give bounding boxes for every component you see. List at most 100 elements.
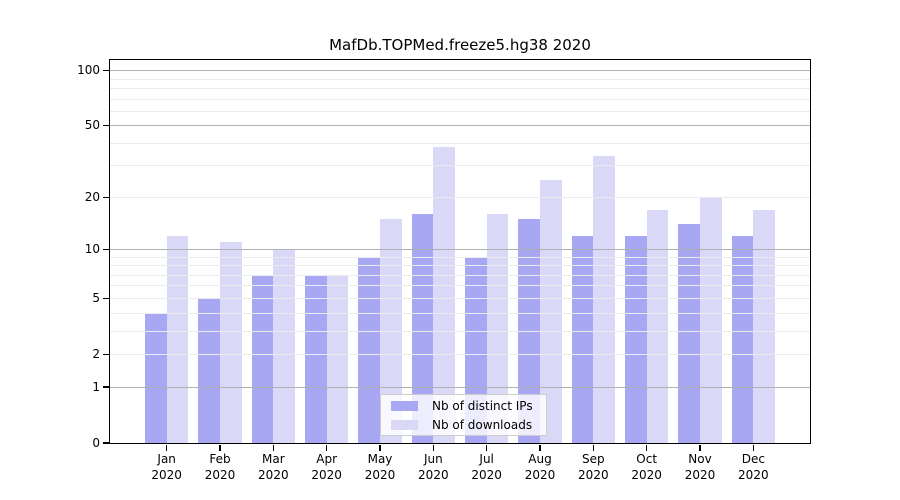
gridline-minor-3 xyxy=(110,330,810,332)
bar-nb-of-distinct-ips-apr xyxy=(305,275,327,443)
x-tick-sep xyxy=(592,444,595,451)
y-tick-label-1: 1 xyxy=(92,379,100,394)
bar-nb-of-downloads-jan xyxy=(166,236,189,443)
gridline-minor-40 xyxy=(110,142,810,144)
y-tick-label-10: 10 xyxy=(84,242,100,257)
x-tick-year-may: 2020 xyxy=(364,468,396,482)
x-tick-label-jun: Jun 2020 xyxy=(403,451,463,483)
bar-nb-of-downloads-apr xyxy=(326,275,349,443)
y-tick-5 xyxy=(102,297,109,300)
x-tick-year-apr: 2020 xyxy=(311,468,342,482)
x-tick-month-feb: Feb xyxy=(209,452,231,466)
bar-nb-of-distinct-ips-dec xyxy=(731,236,754,443)
y-tick-20 xyxy=(102,196,109,199)
bar-nb-of-downloads-feb xyxy=(220,242,242,443)
y-tick-2 xyxy=(102,353,109,356)
gridline-minor-4 xyxy=(110,312,810,314)
x-tick-label-sep: Sep 2020 xyxy=(563,451,623,483)
bar-nb-of-downloads-mar xyxy=(273,249,295,443)
chart-title: MafDb.TOPMed.freeze5.hg38 2020 xyxy=(329,36,591,54)
x-tick-month-may: May xyxy=(367,452,393,466)
x-tick-apr xyxy=(325,444,328,451)
x-tick-label-aug: Aug 2020 xyxy=(510,451,570,483)
gridline-major-1 xyxy=(110,386,810,388)
bar-nb-of-downloads-aug xyxy=(539,180,562,443)
x-tick-label-mar: Mar 2020 xyxy=(243,451,303,483)
x-tick-label-nov: Nov 2020 xyxy=(670,451,730,483)
bar-nb-of-distinct-ips-sep xyxy=(571,236,594,443)
x-tick-month-aug: Aug xyxy=(528,452,552,466)
y-tick-label-20: 20 xyxy=(84,189,100,204)
x-tick-month-jul: Jul xyxy=(479,452,494,466)
gridline-major-100 xyxy=(110,70,810,72)
gridline-minor-70 xyxy=(110,98,810,100)
x-tick-label-jan: Jan 2020 xyxy=(137,451,197,483)
gridline-minor-7 xyxy=(110,274,810,276)
gridline-minor-8 xyxy=(110,265,810,267)
x-tick-year-jul: 2020 xyxy=(471,468,502,482)
x-tick-year-dec: 2020 xyxy=(738,468,769,482)
x-tick-aug xyxy=(539,444,541,451)
gridline-minor-2 xyxy=(110,353,810,355)
x-tick-month-apr: Apr xyxy=(316,452,338,466)
x-tick-year-oct: 2020 xyxy=(631,468,662,482)
x-tick-label-jul: Jul 2020 xyxy=(457,451,517,483)
x-tick-jan xyxy=(165,444,168,451)
x-tick-label-oct: Oct 2020 xyxy=(617,451,677,483)
bar-nb-of-downloads-dec xyxy=(753,209,775,443)
bar-nb-of-distinct-ips-mar xyxy=(251,275,274,443)
gridline-minor-6 xyxy=(110,285,810,287)
x-tick-jun xyxy=(432,444,435,451)
x-tick-month-oct: Oct xyxy=(636,452,658,466)
bar-nb-of-downloads-jun xyxy=(433,147,455,443)
x-tick-year-nov: 2020 xyxy=(684,468,716,482)
bar-nb-of-distinct-ips-jan xyxy=(145,313,167,443)
legend: Nb of distinct IPs Nb of downloads xyxy=(380,394,547,436)
bar-nb-of-downloads-jul xyxy=(486,214,509,443)
gridline-major-50 xyxy=(110,125,810,127)
x-tick-month-jun: Jun xyxy=(423,452,443,466)
bar-nb-of-downloads-nov xyxy=(699,197,722,443)
gridline-minor-5 xyxy=(110,297,810,299)
legend-label-distinct-ips: Nb of distinct IPs xyxy=(432,398,533,413)
bar-nb-of-distinct-ips-jun xyxy=(411,214,434,443)
x-tick-month-jan: Jan xyxy=(157,452,176,466)
y-tick-1 xyxy=(102,386,109,388)
gridline-minor-20 xyxy=(110,196,810,198)
x-tick-year-feb: 2020 xyxy=(204,468,236,482)
legend-swatch-distinct-ips xyxy=(391,400,418,411)
gridline-minor-60 xyxy=(110,110,810,112)
x-tick-month-sep: Sep xyxy=(582,452,605,466)
y-tick-label-100: 100 xyxy=(77,63,100,78)
x-tick-label-may: May 2020 xyxy=(350,451,410,483)
x-tick-month-dec: Dec xyxy=(741,452,765,466)
gridline-minor-80 xyxy=(110,87,810,89)
x-tick-may xyxy=(379,444,381,451)
gridline-minor-90 xyxy=(110,78,810,80)
legend-item-downloads: Nb of downloads xyxy=(387,417,540,433)
bar-nb-of-downloads-oct xyxy=(646,209,669,443)
x-tick-month-nov: Nov xyxy=(688,452,712,466)
bar-nb-of-distinct-ips-nov xyxy=(678,224,700,443)
x-tick-year-aug: 2020 xyxy=(524,468,556,482)
x-tick-year-mar: 2020 xyxy=(258,468,289,482)
x-tick-year-jan: 2020 xyxy=(151,468,182,482)
legend-swatch-downloads xyxy=(391,419,418,430)
legend-item-distinct-ips: Nb of distinct IPs xyxy=(387,398,540,414)
legend-label-downloads: Nb of downloads xyxy=(432,417,533,432)
y-tick-label-2: 2 xyxy=(92,346,100,361)
bar-nb-of-distinct-ips-oct xyxy=(625,236,647,443)
gridline-major-10 xyxy=(110,249,810,251)
y-tick-label-0: 0 xyxy=(92,435,100,450)
y-tick-100 xyxy=(102,69,109,72)
x-tick-jul xyxy=(485,444,488,451)
x-tick-nov xyxy=(699,444,701,451)
bar-nb-of-downloads-sep xyxy=(593,156,615,443)
x-tick-feb xyxy=(219,444,221,451)
y-tick-10 xyxy=(102,248,109,251)
y-tick-label-50: 50 xyxy=(84,118,100,133)
x-tick-label-apr: Apr 2020 xyxy=(297,451,357,483)
x-tick-label-feb: Feb 2020 xyxy=(190,451,250,483)
x-tick-month-mar: Mar xyxy=(262,452,285,466)
